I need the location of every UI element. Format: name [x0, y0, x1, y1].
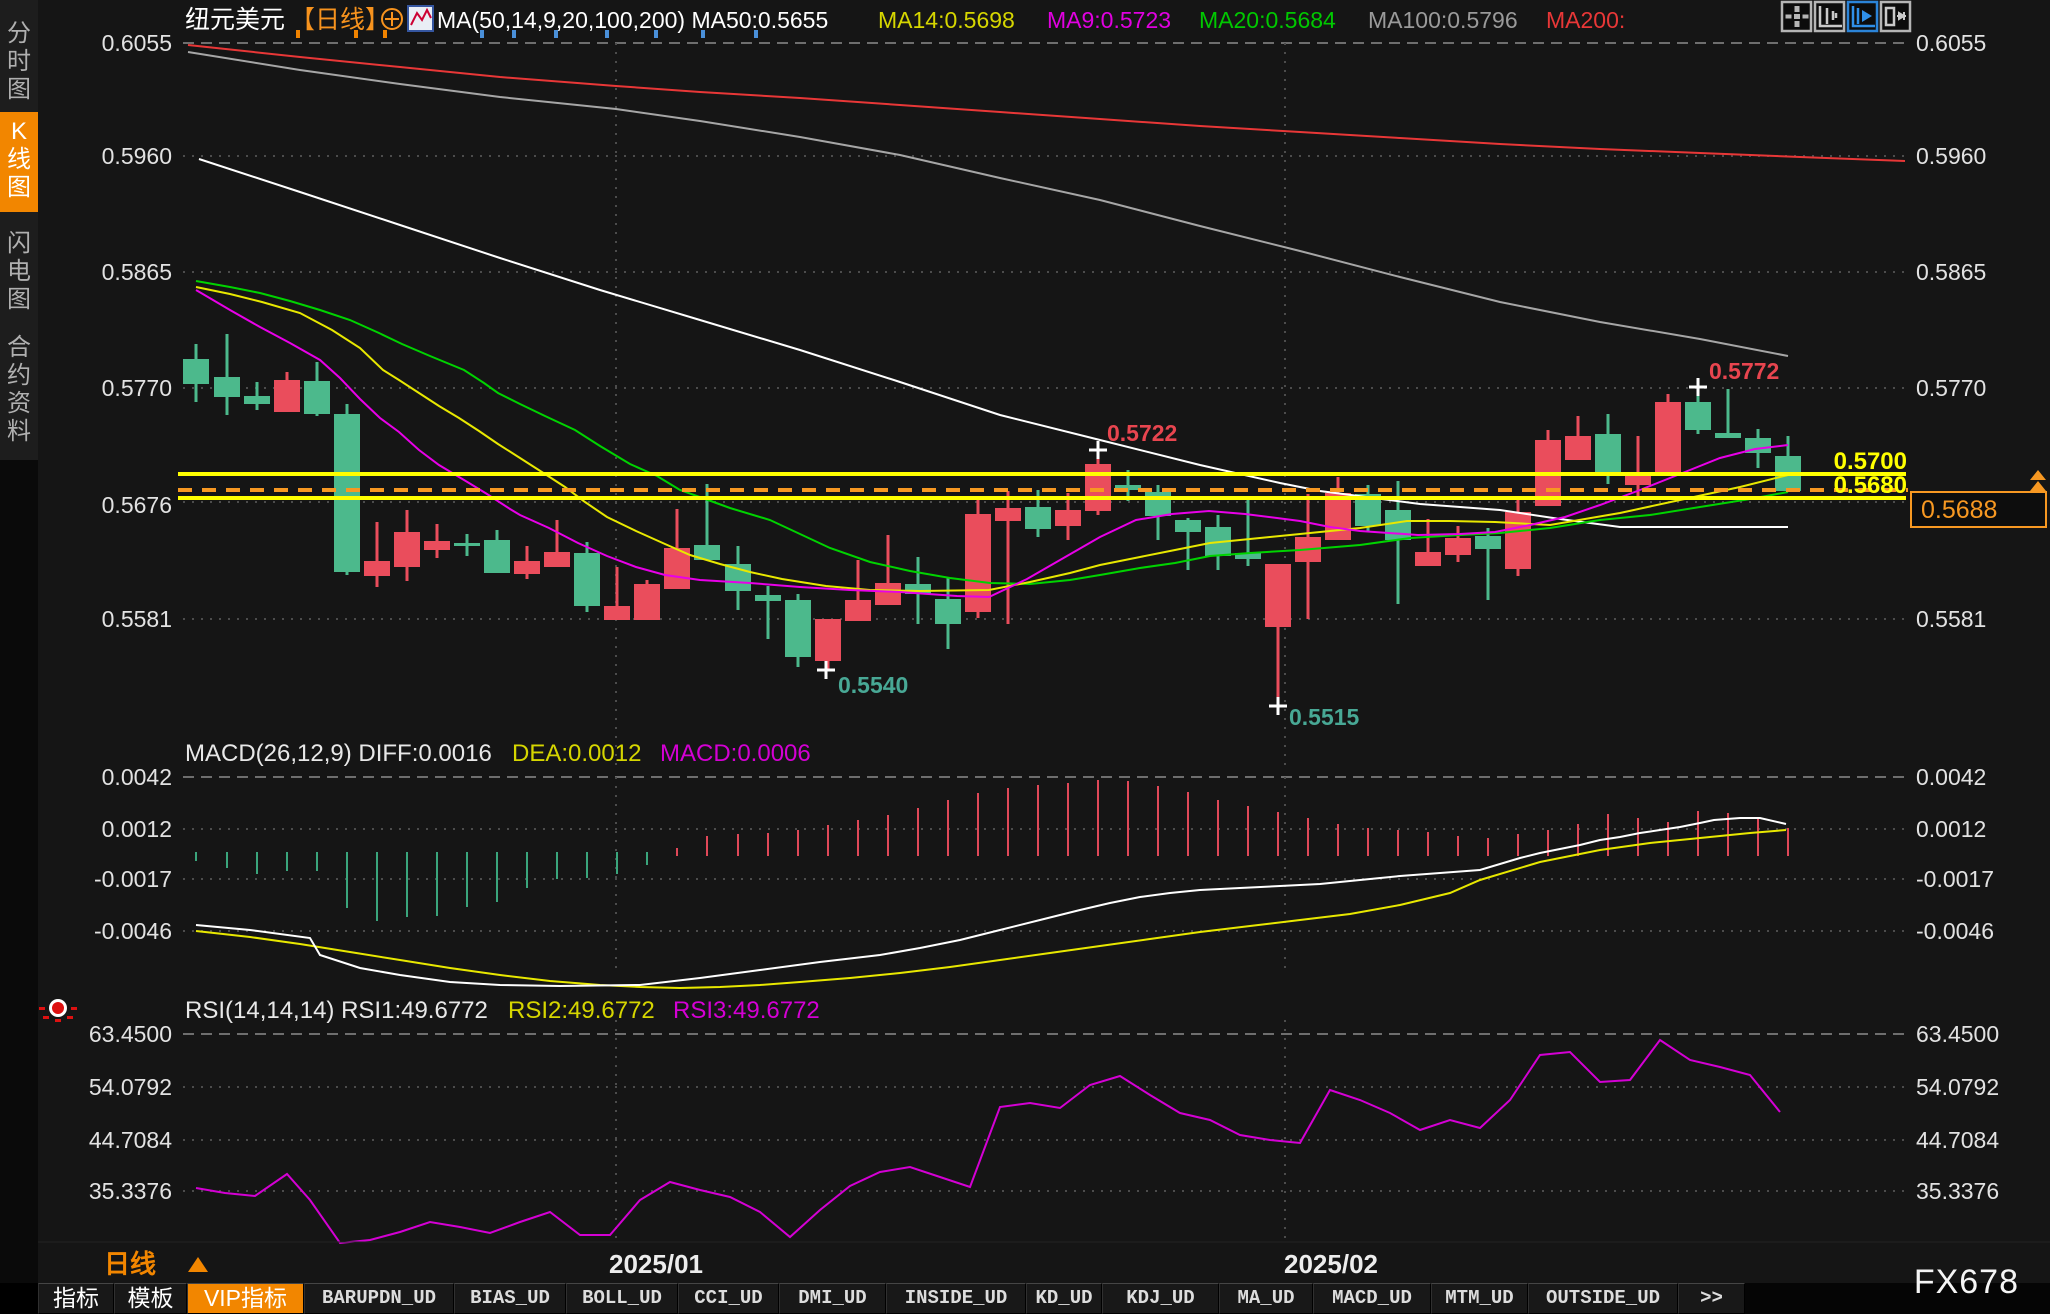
- svg-text:54.0792: 54.0792: [89, 1074, 172, 1100]
- svg-text:0.5960: 0.5960: [102, 143, 172, 169]
- svg-text:0.5770: 0.5770: [1916, 375, 1986, 401]
- svg-text:54.0792: 54.0792: [1916, 1074, 1999, 1100]
- svg-text:0.0012: 0.0012: [102, 816, 172, 842]
- svg-text:0.0042: 0.0042: [1916, 764, 1986, 790]
- svg-text:-0.0046: -0.0046: [1916, 918, 1994, 944]
- svg-text:0.5688: 0.5688: [1921, 496, 1997, 524]
- svg-text:MA20:0.5684: MA20:0.5684: [1199, 7, 1336, 33]
- svg-text:44.7084: 44.7084: [89, 1127, 172, 1153]
- svg-text:MACD(26,12,9) DIFF:0.0016: MACD(26,12,9) DIFF:0.0016: [185, 740, 492, 767]
- svg-text:35.3376: 35.3376: [89, 1178, 172, 1204]
- svg-text:63.4500: 63.4500: [1916, 1021, 1999, 1047]
- svg-text:MA9:0.5723: MA9:0.5723: [1047, 7, 1171, 33]
- svg-text:-0.0046: -0.0046: [94, 918, 172, 944]
- svg-text:63.4500: 63.4500: [89, 1021, 172, 1047]
- svg-text:0.5865: 0.5865: [1916, 259, 1986, 285]
- svg-text:0.5772: 0.5772: [1709, 358, 1779, 384]
- svg-text:0.0012: 0.0012: [1916, 816, 1986, 842]
- svg-text:0.5700: 0.5700: [1834, 448, 1907, 475]
- svg-text:0.5680: 0.5680: [1834, 472, 1907, 499]
- svg-text:0.5960: 0.5960: [1916, 143, 1986, 169]
- svg-text:RSI3:49.6772: RSI3:49.6772: [673, 997, 820, 1024]
- svg-text:MA200:: MA200:: [1546, 7, 1625, 33]
- svg-text:0.5676: 0.5676: [102, 492, 172, 518]
- svg-text:0.5722: 0.5722: [1107, 420, 1177, 446]
- svg-text:0.5770: 0.5770: [102, 375, 172, 401]
- svg-text:MA14:0.5698: MA14:0.5698: [878, 7, 1015, 33]
- svg-text:RSI2:49.6772: RSI2:49.6772: [508, 997, 655, 1024]
- svg-text:2025/02: 2025/02: [1284, 1249, 1378, 1279]
- svg-text:DEA:0.0012: DEA:0.0012: [512, 740, 641, 767]
- svg-text:日线: 日线: [104, 1249, 156, 1279]
- svg-text:2025/01: 2025/01: [609, 1249, 703, 1279]
- svg-text:0.5581: 0.5581: [102, 606, 172, 632]
- svg-text:44.7084: 44.7084: [1916, 1127, 1999, 1153]
- svg-text:0.5581: 0.5581: [1916, 606, 1986, 632]
- svg-text:RSI(14,14,14) RSI1:49.6772: RSI(14,14,14) RSI1:49.6772: [185, 997, 488, 1024]
- svg-text:0.5540: 0.5540: [838, 672, 908, 698]
- svg-text:MACD:0.0006: MACD:0.0006: [660, 740, 811, 767]
- svg-text:-0.0017: -0.0017: [1916, 866, 1994, 892]
- svg-text:0.0042: 0.0042: [102, 764, 172, 790]
- svg-text:MA100:0.5796: MA100:0.5796: [1368, 7, 1518, 33]
- svg-text:35.3376: 35.3376: [1916, 1178, 1999, 1204]
- svg-text:0.6055: 0.6055: [102, 30, 172, 56]
- svg-text:0.5865: 0.5865: [102, 259, 172, 285]
- svg-text:【日线】: 【日线】: [290, 6, 390, 34]
- svg-text:MA(50,14,9,20,100,200) MA50:0.: MA(50,14,9,20,100,200) MA50:0.5655: [437, 7, 828, 33]
- svg-text:-0.0017: -0.0017: [94, 866, 172, 892]
- svg-text:0.5515: 0.5515: [1289, 704, 1360, 730]
- svg-text:0.6055: 0.6055: [1916, 30, 1986, 56]
- svg-text:纽元美元: 纽元美元: [185, 6, 285, 34]
